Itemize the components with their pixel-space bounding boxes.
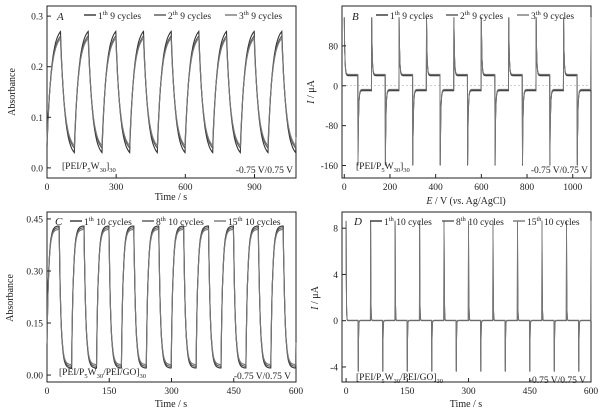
legend: 1th 9 cycles 2th 9 cycles 3th 9 cycles	[84, 10, 282, 22]
legend-entry-3: 3th 9 cycles	[531, 10, 574, 22]
y-tick-label: 8	[333, 225, 338, 235]
x-tick-label: 200	[383, 183, 398, 193]
panel-label: C	[55, 216, 63, 228]
plot-frame	[341, 211, 592, 383]
x-tick-label: 800	[520, 183, 535, 193]
series-line	[46, 228, 297, 366]
y-axis-ticks: -160 -80 0 80	[321, 42, 346, 172]
x-tick-label: 450	[523, 387, 538, 397]
x-axis-ticks: 0 150 300 450 600	[344, 378, 599, 397]
y-tick-label: -4	[330, 363, 338, 373]
series-line	[343, 17, 592, 165]
potential-annotation: -0.75 V/0.75 V	[234, 372, 291, 382]
x-tick-label: 300	[164, 387, 179, 397]
legend-entry-1: 1th 10 cycles	[384, 216, 432, 228]
y-tick-label: 0.1	[31, 114, 43, 124]
y-axis-label: Absorbance	[7, 68, 18, 116]
x-axis-ticks: 0 150 300 450 600	[45, 378, 304, 397]
y-tick-label: 0.45	[26, 215, 43, 225]
series-line	[343, 18, 592, 166]
series-layer	[46, 225, 297, 369]
legend-entry-2: 2th 9 cycles	[460, 10, 503, 22]
legend-entry-3: 15th 10 cycles	[228, 216, 281, 228]
y-tick-label: 4	[333, 271, 338, 281]
y-tick-label: 0	[333, 82, 338, 92]
panel-a: A 0 300 600 900 0.0 0.1 0.2 0.3 Time / s Absor…	[7, 5, 297, 203]
legend-entry-2: 8th 10 cycles	[456, 216, 504, 228]
legend-entry-2: 2th 9 cycles	[168, 10, 211, 22]
legend: 1th 10 cycles 8th 10 cycles 15th 10 cycl…	[370, 216, 580, 228]
film-label: [PEI/P5W30/PEI/GO]30	[59, 368, 146, 380]
x-tick-label: 300	[461, 387, 476, 397]
x-tick-label: 300	[109, 183, 124, 193]
y-axis-ticks: 0.00 0.15 0.30 0.45	[26, 215, 51, 382]
plot-frame	[341, 5, 592, 179]
panel-label: D	[353, 216, 362, 228]
legend-entry-3: 3th 9 cycles	[239, 10, 282, 22]
panel-label: B	[352, 11, 359, 23]
legend-entry-1: 1th 9 cycles	[390, 10, 433, 22]
x-tick-label: 400	[429, 183, 444, 193]
x-axis-label: Time / s	[155, 192, 188, 203]
panel-d: D 0 150 300 450 600 -4 0 4 8 Time / s I / μA 1t…	[310, 211, 599, 410]
y-tick-label: -80	[325, 122, 338, 132]
x-tick-label: 1000	[563, 183, 582, 193]
x-tick-label: 0	[45, 387, 50, 397]
series-layer	[345, 220, 592, 372]
series-line	[46, 36, 297, 148]
y-axis-label: I / μA	[310, 285, 321, 310]
legend-entry-3: 15th 10 cycles	[527, 216, 580, 228]
series-layer	[342, 16, 592, 166]
x-tick-label: 0	[342, 183, 347, 193]
film-label: [PEI/P5W30/PEI/GO]30	[356, 373, 443, 385]
x-axis-ticks: 0 300 600 900	[45, 174, 262, 193]
x-tick-label: 600	[474, 183, 489, 193]
x-tick-label: 600	[178, 183, 193, 193]
legend-entry-2: 8th 10 cycles	[156, 216, 204, 228]
legend-entry-1: 1th 10 cycles	[84, 216, 132, 228]
x-tick-label: 150	[400, 387, 415, 397]
panel-b: B 0 200 400 600 800 1000 -160 -80 0 80 E / V (vs…	[306, 5, 592, 207]
potential-annotation: -0.75 V/0.75 V	[531, 166, 588, 176]
x-tick-label: 0	[45, 183, 50, 193]
panel-c: C 0 150 300 450 600 0.00 0.15 0.30 0.45 Time / …	[5, 211, 304, 410]
y-tick-label: 0.15	[26, 320, 43, 330]
y-axis-ticks: 0.0 0.1 0.2 0.3	[31, 13, 51, 174]
panel-label: A	[56, 11, 64, 23]
x-axis-ticks: 0 200 400 600 800 1000	[342, 174, 582, 193]
film-label: [PEI/P5W30]30	[356, 162, 410, 174]
x-tick-label: 450	[227, 387, 242, 397]
x-tick-label: 900	[247, 183, 262, 193]
y-tick-label: 80	[329, 42, 339, 52]
x-tick-label: 150	[102, 387, 117, 397]
series-layer	[46, 29, 297, 155]
series-line	[345, 220, 592, 372]
x-axis-label: E / V (vs. Ag/AgCl)	[425, 196, 505, 207]
y-tick-label: 0.30	[26, 267, 43, 277]
y-tick-label: 0.2	[31, 63, 43, 73]
y-tick-label: 0.3	[31, 13, 43, 23]
potential-annotation: -0.75 V/0.75 V	[529, 376, 586, 386]
potential-annotation: -0.75 V/0.75 V	[236, 166, 293, 176]
plot-frame	[46, 5, 297, 179]
legend: 1th 9 cycles 2th 9 cycles 3th 9 cycles	[376, 10, 574, 22]
y-axis-label: I / μA	[306, 79, 317, 104]
x-tick-label: 0	[344, 387, 349, 397]
y-axis-label: Absorbance	[5, 274, 16, 322]
x-tick-label: 600	[584, 387, 599, 397]
legend: 1th 10 cycles 8th 10 cycles 15th 10 cycl…	[70, 216, 281, 228]
y-tick-label: 0	[333, 317, 338, 327]
x-axis-label: Time / s	[450, 399, 483, 410]
x-axis-label: Time / s	[155, 399, 188, 410]
series-line	[343, 16, 592, 165]
legend-entry-1: 1th 9 cycles	[98, 10, 141, 22]
film-label: [PEI/P5W30]30	[62, 162, 116, 174]
x-tick-label: 600	[289, 387, 304, 397]
y-axis-ticks: -4 0 4 8	[330, 225, 346, 373]
y-tick-label: -160	[321, 162, 339, 172]
y-tick-label: 0.0	[31, 164, 43, 174]
y-tick-label: 0.00	[26, 372, 43, 382]
